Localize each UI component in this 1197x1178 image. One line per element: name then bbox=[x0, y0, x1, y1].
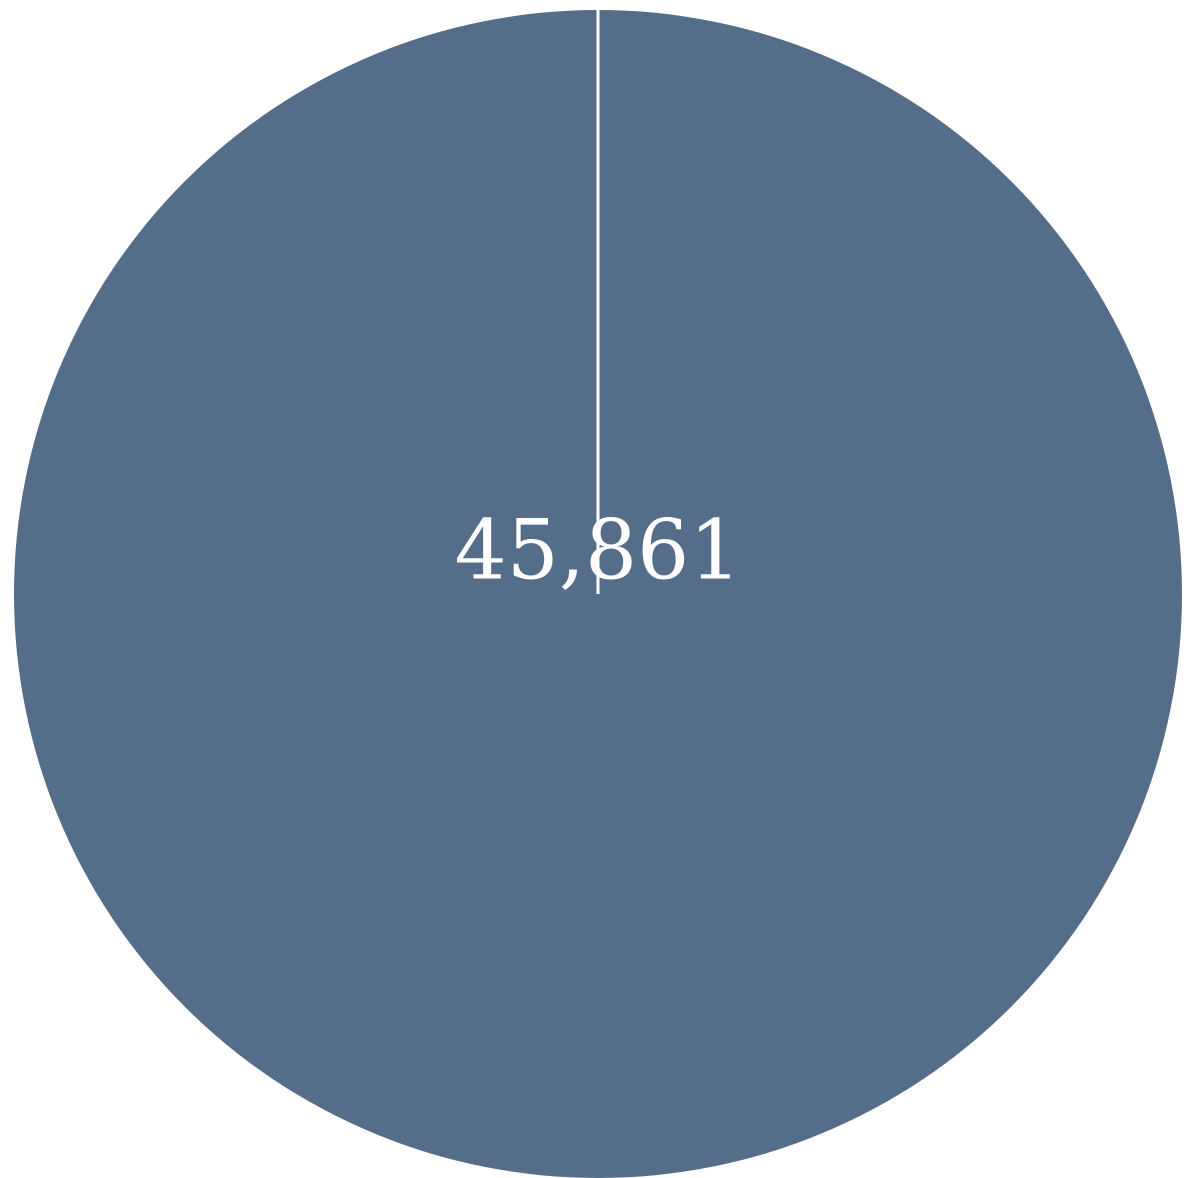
pie-slice-value-label-0: 45,861 bbox=[455, 504, 742, 599]
pie-labels: 45,861 bbox=[455, 504, 742, 599]
pie-slices bbox=[14, 10, 1182, 1178]
